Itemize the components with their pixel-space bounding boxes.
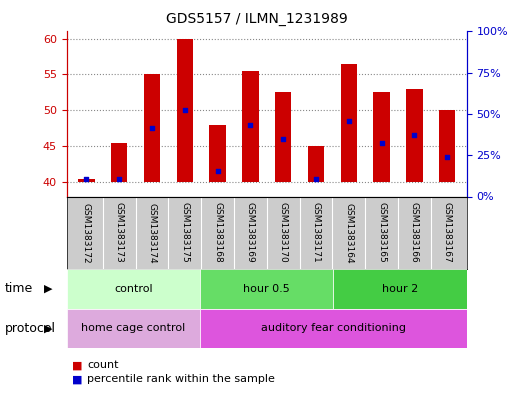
Bar xyxy=(406,89,423,182)
Bar xyxy=(275,92,291,182)
Text: GSM1383168: GSM1383168 xyxy=(213,202,222,263)
Text: protocol: protocol xyxy=(5,321,56,335)
Text: GSM1383164: GSM1383164 xyxy=(344,202,353,263)
Text: GSM1383172: GSM1383172 xyxy=(82,202,91,263)
Point xyxy=(246,121,254,128)
Point xyxy=(279,136,287,142)
Bar xyxy=(341,64,357,182)
Point xyxy=(312,175,320,182)
Point xyxy=(443,154,451,160)
Text: home cage control: home cage control xyxy=(81,323,186,333)
Bar xyxy=(200,269,333,309)
Bar xyxy=(111,143,127,182)
Text: GSM1383171: GSM1383171 xyxy=(311,202,321,263)
Point xyxy=(82,175,90,182)
Point xyxy=(378,140,386,146)
Bar xyxy=(242,71,259,182)
Text: ▶: ▶ xyxy=(44,284,52,294)
Text: GSM1383167: GSM1383167 xyxy=(443,202,451,263)
Text: GSM1383169: GSM1383169 xyxy=(246,202,255,263)
Text: hour 2: hour 2 xyxy=(382,284,418,294)
Text: ■: ■ xyxy=(72,360,82,371)
Text: auditory fear conditioning: auditory fear conditioning xyxy=(261,323,406,333)
Point xyxy=(115,175,123,182)
Text: hour 0.5: hour 0.5 xyxy=(243,284,290,294)
Bar xyxy=(176,39,193,182)
Text: GSM1383165: GSM1383165 xyxy=(377,202,386,263)
Point xyxy=(148,125,156,132)
Point xyxy=(345,118,353,124)
Text: GSM1383170: GSM1383170 xyxy=(279,202,288,263)
Text: GSM1383166: GSM1383166 xyxy=(410,202,419,263)
Text: percentile rank within the sample: percentile rank within the sample xyxy=(87,374,275,384)
Bar xyxy=(209,125,226,182)
Text: GSM1383175: GSM1383175 xyxy=(180,202,189,263)
Bar xyxy=(144,75,160,182)
Bar xyxy=(373,92,390,182)
Text: count: count xyxy=(87,360,119,371)
Bar xyxy=(333,269,467,309)
Bar xyxy=(67,269,200,309)
Point xyxy=(213,168,222,174)
Bar xyxy=(78,179,94,182)
Text: GSM1383174: GSM1383174 xyxy=(147,202,156,263)
Bar xyxy=(67,309,200,348)
Text: ▶: ▶ xyxy=(44,323,52,333)
Text: GDS5157 / ILMN_1231989: GDS5157 / ILMN_1231989 xyxy=(166,12,347,26)
Bar xyxy=(200,309,467,348)
Text: GSM1383173: GSM1383173 xyxy=(115,202,124,263)
Text: time: time xyxy=(5,282,33,296)
Text: ■: ■ xyxy=(72,374,82,384)
Text: control: control xyxy=(114,284,153,294)
Bar xyxy=(308,146,324,182)
Point xyxy=(181,107,189,114)
Bar xyxy=(439,110,456,182)
Point xyxy=(410,132,419,139)
